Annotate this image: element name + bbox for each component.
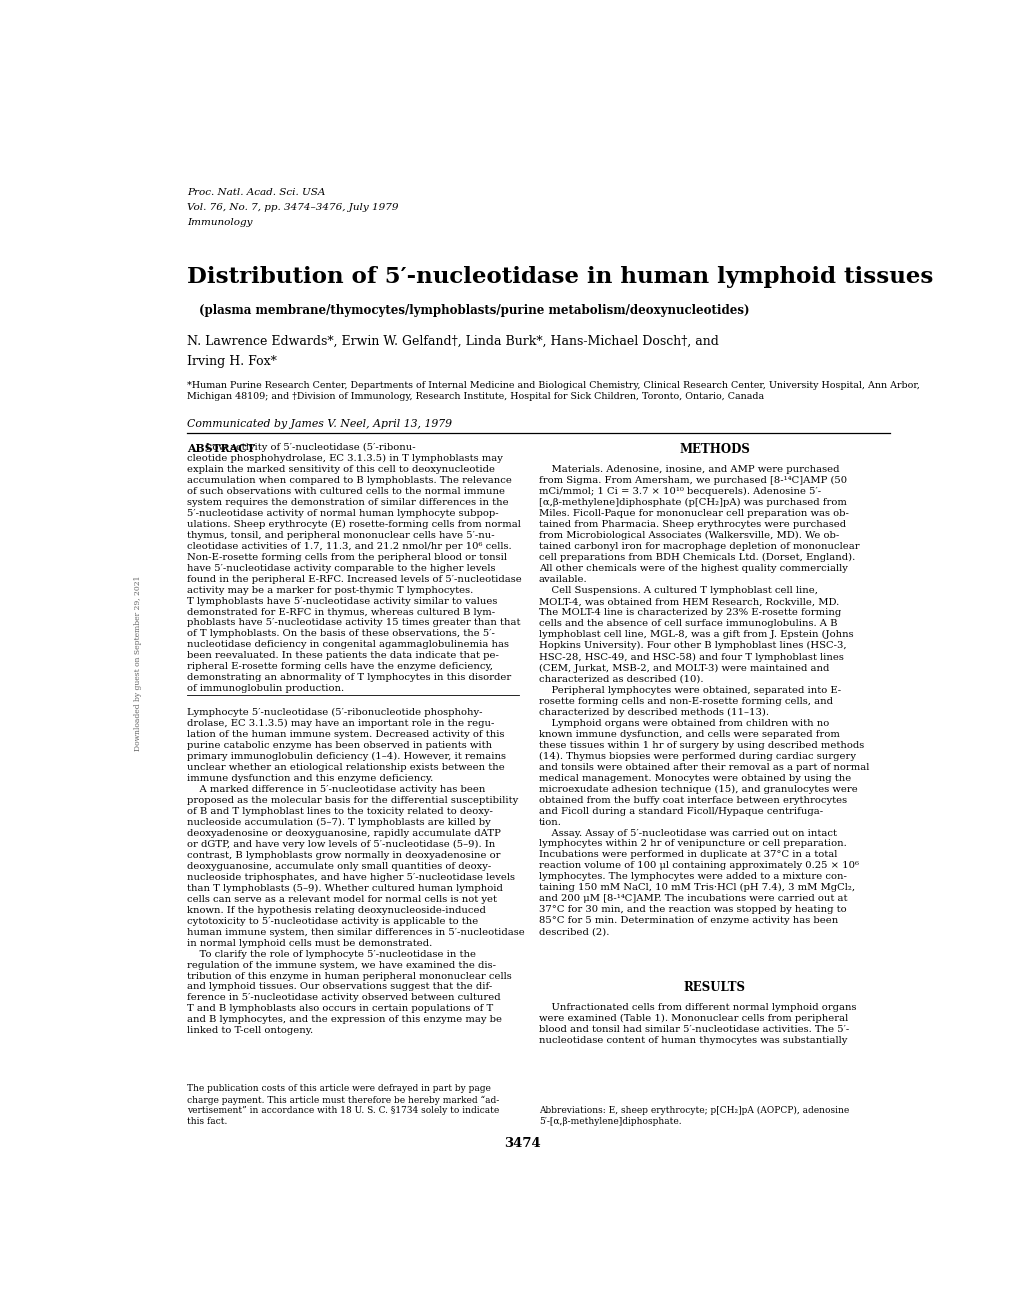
- Text: Materials. Adenosine, inosine, and AMP were purchased
from Sigma. From Amersham,: Materials. Adenosine, inosine, and AMP w…: [538, 465, 868, 936]
- Text: (plasma membrane/thymocytes/lymphoblasts/purine metabolism/deoxynucleotides): (plasma membrane/thymocytes/lymphoblasts…: [199, 305, 748, 318]
- Text: 3474: 3474: [503, 1137, 541, 1150]
- Text: Irving H. Fox*: Irving H. Fox*: [186, 355, 276, 368]
- Text: *Human Purine Research Center, Departments of Internal Medicine and Biological C: *Human Purine Research Center, Departmen…: [186, 381, 919, 400]
- Text: Abbreviations: E, sheep erythrocyte; p[CH₂]pA (AOPCP), adenosine
5′-[α,β-methyle: Abbreviations: E, sheep erythrocyte; p[C…: [538, 1107, 849, 1127]
- Text: Immunology: Immunology: [186, 218, 252, 227]
- Text: The publication costs of this article were defrayed in part by page
charge payme: The publication costs of this article we…: [186, 1085, 498, 1127]
- Text: RESULTS: RESULTS: [683, 981, 745, 994]
- Text: Vol. 76, No. 7, pp. 3474–3476, July 1979: Vol. 76, No. 7, pp. 3474–3476, July 1979: [186, 204, 397, 213]
- Text: Proc. Natl. Acad. Sci. USA: Proc. Natl. Acad. Sci. USA: [186, 188, 325, 197]
- Text: Lymphocyte 5′-nucleotidase (5′-ribonucleotide phosphohy-
drolase, EC 3.1.3.5) ma: Lymphocyte 5′-nucleotidase (5′-ribonucle…: [186, 708, 524, 1036]
- Text: N. Lawrence Edwards*, Erwin W. Gelfand†, Linda Burk*, Hans-Michael Dosch†, and: N. Lawrence Edwards*, Erwin W. Gelfand†,…: [186, 335, 718, 348]
- Text: Downloaded by guest on September 29, 2021: Downloaded by guest on September 29, 202…: [133, 575, 142, 751]
- Text: Low activity of 5′-nucleotidase (5′-ribonu-
cleotide phosphohydrolase, EC 3.1.3.: Low activity of 5′-nucleotidase (5′-ribo…: [186, 442, 521, 693]
- Text: Unfractionated cells from different normal lymphoid organs
were examined (Table : Unfractionated cells from different norm…: [538, 1003, 856, 1045]
- Text: METHODS: METHODS: [679, 442, 749, 456]
- Text: ABSTRACT: ABSTRACT: [186, 442, 255, 454]
- Text: Communicated by James V. Neel, April 13, 1979: Communicated by James V. Neel, April 13,…: [186, 419, 451, 429]
- Text: Distribution of 5′-nucleotidase in human lymphoid tissues: Distribution of 5′-nucleotidase in human…: [186, 265, 932, 288]
